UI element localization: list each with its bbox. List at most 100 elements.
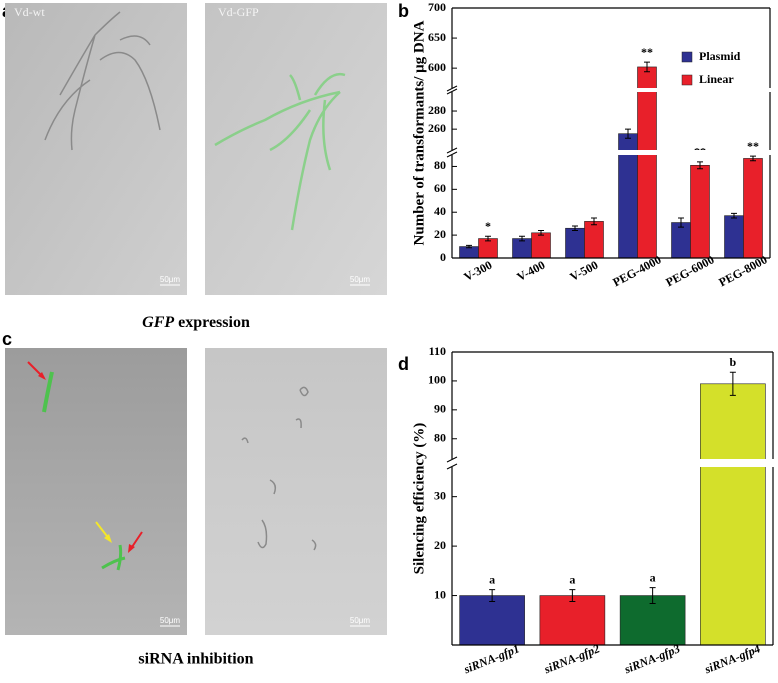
arrow-head (104, 534, 112, 543)
significance-label: a (569, 572, 575, 586)
legend-label: Plasmid (699, 49, 741, 63)
error-bar (591, 217, 597, 226)
x-tick-label: V-500 (567, 258, 600, 284)
error-bar (729, 371, 736, 396)
y-tick-label: 80 (434, 431, 446, 445)
scale-label: 50μm (350, 616, 371, 625)
gfp-cell (101, 544, 126, 571)
caption: GFP expression (142, 314, 250, 331)
legend-swatch (681, 74, 693, 86)
gfp-hyphae (214, 72, 346, 231)
caption-italic: GFP (142, 314, 174, 331)
axis-frame (451, 352, 774, 459)
x-tick-label: siRNA-gfp2 (541, 641, 602, 676)
y-tick-label: 280 (428, 103, 446, 117)
image-label: Vd-wt (14, 5, 45, 19)
hyphae (44, 11, 161, 151)
micrograph (5, 348, 187, 635)
bar (584, 221, 604, 259)
error-bar (538, 230, 544, 236)
gfp-cell (42, 371, 54, 413)
axis-break (446, 150, 773, 155)
axis-frame (451, 155, 771, 258)
x-tick-label: siRNA-gfp3 (621, 641, 682, 676)
error-bar (519, 235, 525, 242)
y-tick-label: 20 (434, 227, 446, 241)
axis-break (446, 459, 776, 467)
y-axis-label: Silencing efficiency (%) (411, 423, 427, 575)
significance-label: b (730, 355, 737, 369)
y-tick-label: 30 (434, 488, 446, 502)
image-label: Vd-GFP (218, 5, 259, 19)
x-tick-label: V-400 (514, 258, 547, 284)
error-bar (569, 589, 576, 602)
error-bar (466, 244, 472, 249)
error-bar (678, 217, 684, 228)
break-mark (446, 147, 458, 158)
y-tick-label: 80 (434, 158, 446, 172)
break-mark (446, 456, 458, 470)
y-tick-label: 110 (429, 344, 446, 358)
scale-label: 50μm (160, 616, 181, 625)
error-bar (644, 61, 650, 73)
micrograph (5, 3, 187, 295)
y-tick-label: 0 (440, 250, 446, 264)
error-bar (731, 212, 737, 219)
y-tick-label: 600 (428, 60, 446, 74)
bar (565, 227, 585, 259)
y-tick-label: 90 (434, 402, 446, 416)
error-bar (485, 235, 491, 242)
axis-frame (451, 8, 771, 88)
caption-text: expression (178, 314, 250, 331)
bar (459, 595, 525, 646)
error-bar (750, 155, 756, 162)
cells (241, 386, 317, 551)
significance-label: a (650, 570, 656, 584)
x-tick-label: siRNA-gfp4 (702, 641, 763, 676)
panel-label: b (398, 1, 409, 21)
significance-label: ** (747, 139, 759, 153)
bar (724, 215, 744, 259)
break-mark (446, 85, 458, 95)
y-tick-label: 700 (428, 0, 446, 14)
micrograph (205, 3, 387, 295)
legend-label: Linear (699, 72, 734, 86)
bar (539, 595, 606, 646)
axis-frame (451, 92, 771, 150)
error-bar (489, 589, 496, 602)
arrow-head (38, 372, 46, 380)
y-tick-label: 20 (434, 538, 446, 552)
y-tick-label: 650 (428, 30, 446, 44)
bar (743, 158, 763, 259)
significance-label: * (485, 219, 491, 233)
y-tick-label: 40 (434, 204, 446, 218)
panel-label: c (2, 329, 12, 349)
error-bar (649, 587, 656, 604)
x-tick-label: siRNA-gfp1 (461, 641, 522, 676)
bar (671, 222, 691, 259)
bar (512, 238, 532, 259)
panel-label: d (398, 354, 409, 374)
caption: siRNA inhibition (138, 651, 253, 668)
bar (459, 246, 479, 259)
bar (531, 232, 551, 259)
y-tick-label: 60 (434, 181, 446, 195)
y-tick-label: 10 (434, 587, 446, 601)
bar (700, 383, 766, 646)
bar (637, 66, 657, 259)
scale-label: 50μm (160, 275, 181, 284)
significance-label: a (489, 572, 495, 586)
legend-swatch (681, 51, 693, 63)
error-bar (572, 225, 578, 232)
micrograph (205, 348, 387, 635)
y-tick-label: 100 (428, 373, 446, 387)
error-bar (697, 161, 703, 170)
bar (478, 238, 498, 259)
axis-break (446, 88, 773, 92)
significance-label: ** (641, 45, 653, 59)
error-bar (625, 128, 631, 139)
y-axis-label: Number of transformants/ μg DNA (411, 20, 427, 245)
arrow-head (128, 544, 135, 553)
